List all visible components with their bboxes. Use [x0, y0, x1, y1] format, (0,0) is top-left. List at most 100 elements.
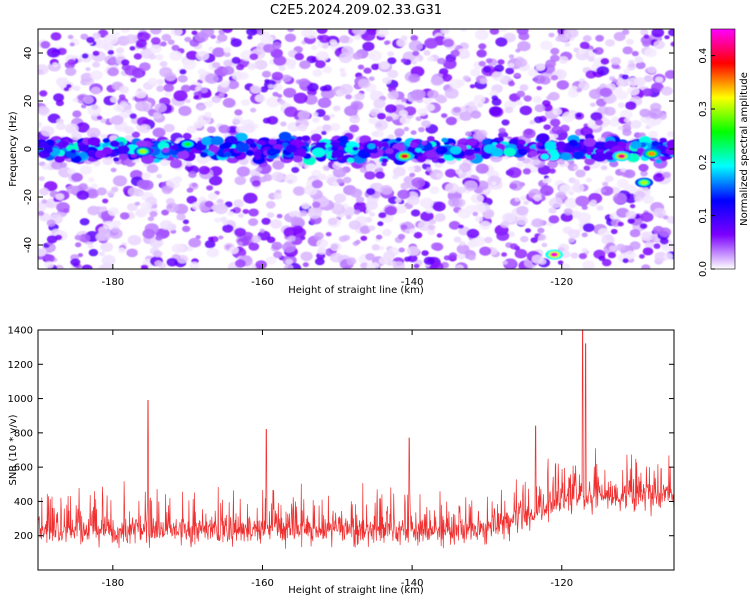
heatmap-cell	[572, 151, 584, 160]
heatmap-cell	[310, 45, 318, 51]
heatmap-cell	[38, 210, 45, 216]
x-tick-label: -180	[101, 578, 124, 589]
heatmap-cell	[340, 71, 347, 78]
heatmap-cell	[57, 140, 69, 149]
heatmap-cell	[435, 172, 443, 179]
heatmap-cell	[70, 149, 77, 154]
heatmap-cell	[153, 250, 163, 258]
heatmap-cell	[308, 208, 322, 219]
heatmap-cell	[329, 122, 341, 132]
heatmap-cell	[392, 261, 405, 269]
heatmap-cell	[251, 180, 261, 187]
heatmap-cell	[610, 57, 622, 65]
heatmap-cell	[167, 39, 175, 45]
heatmap-cell	[104, 34, 119, 45]
heatmap-cell	[154, 103, 167, 113]
heatmap-cell	[443, 255, 451, 261]
heatmap-cell	[579, 41, 590, 50]
heatmap-cell	[79, 218, 90, 226]
heatmap-cell	[134, 201, 141, 206]
heatmap-cell	[189, 39, 200, 47]
heatmap-cell	[90, 70, 103, 81]
heatmap-cell	[300, 251, 313, 262]
heatmap-cell	[237, 213, 244, 218]
heatmap-cell	[371, 244, 380, 251]
heatmap-cell	[156, 85, 165, 92]
heatmap-cell	[146, 164, 159, 174]
heatmap-cell	[222, 224, 234, 233]
heatmap-cell	[427, 228, 436, 236]
heatmap-cell	[640, 170, 648, 177]
heatmap-cell	[563, 29, 578, 39]
heatmap-cell	[254, 59, 268, 70]
heatmap-cell	[204, 200, 214, 208]
heatmap-cell	[463, 180, 478, 191]
heatmap-cell	[297, 110, 311, 120]
heatmap-cell	[571, 183, 585, 193]
heatmap-cell	[69, 42, 75, 47]
heatmap-cell	[206, 126, 216, 134]
heatmap-cell	[392, 174, 399, 180]
heatmap-cell	[161, 33, 172, 42]
heatmap-cell	[547, 159, 559, 169]
heatmap-cell	[630, 141, 642, 149]
heatmap-cell	[364, 171, 376, 180]
heatmap-cell	[424, 37, 439, 49]
heatmap-cell	[90, 86, 101, 95]
colorbar-tick-label: 0.1	[698, 208, 709, 224]
heatmap-cell	[600, 165, 608, 171]
heatmap-cell	[178, 105, 192, 116]
heatmap-cell	[429, 219, 437, 225]
heatmap-cell	[163, 83, 175, 92]
heatmap-cell	[371, 131, 379, 137]
heatmap-cell	[537, 142, 543, 147]
heatmap-cell	[223, 59, 233, 67]
heatmap-cell	[561, 111, 576, 123]
heatmap-cell	[377, 221, 384, 227]
heatmap-cell	[475, 216, 483, 223]
heatmap-cell	[651, 29, 665, 38]
heatmap-cell	[583, 138, 596, 147]
heatmap-cell	[156, 79, 165, 85]
heatmap-cell	[44, 254, 56, 263]
heatmap-cell	[306, 82, 319, 92]
heatmap-cell	[625, 101, 637, 110]
y-tick-label: 1000	[8, 394, 33, 405]
snr-y-ticks: 200 400 600 800 1000 1200 1400	[8, 326, 674, 542]
heatmap-cell	[292, 225, 304, 234]
heatmap-cell	[127, 187, 139, 196]
heatmap-cell	[311, 179, 323, 189]
heatmap-cell	[568, 139, 578, 147]
heatmap-cell	[273, 55, 287, 66]
heatmap-cell	[305, 29, 317, 39]
heatmap-cell	[113, 157, 120, 162]
heatmap-cell	[200, 152, 208, 158]
heatmap-cell	[155, 54, 164, 61]
heatmap-cell	[331, 149, 345, 159]
heatmap-cell	[398, 109, 408, 117]
heatmap-cell	[147, 77, 158, 86]
heatmap-cell	[385, 148, 394, 155]
heatmap-cell	[570, 252, 579, 259]
heatmap-cell	[427, 136, 435, 142]
heatmap-cell	[406, 246, 420, 256]
heatmap-cell	[470, 193, 484, 204]
heatmap-cell	[197, 68, 207, 76]
heatmap-cell	[212, 62, 221, 69]
heatmap-cell	[421, 120, 431, 128]
heatmap-cell	[85, 67, 91, 72]
snr-y-label: SNR (10 * v/v)	[8, 414, 19, 485]
heatmap-cell	[159, 67, 173, 78]
heatmap-cell	[112, 220, 122, 228]
heatmap-cell	[375, 234, 383, 240]
heatmap-cell	[491, 181, 497, 186]
heatmap-cell	[365, 209, 372, 214]
colorbar-gradient	[711, 29, 735, 269]
heatmap-cell	[639, 223, 648, 230]
heatmap-cell	[38, 247, 47, 257]
heatmap-cell	[595, 119, 604, 126]
heatmap-cell	[352, 146, 359, 151]
heatmap-cell	[87, 243, 94, 249]
heatmap-cell	[602, 181, 609, 187]
heatmap-cell	[250, 107, 257, 113]
